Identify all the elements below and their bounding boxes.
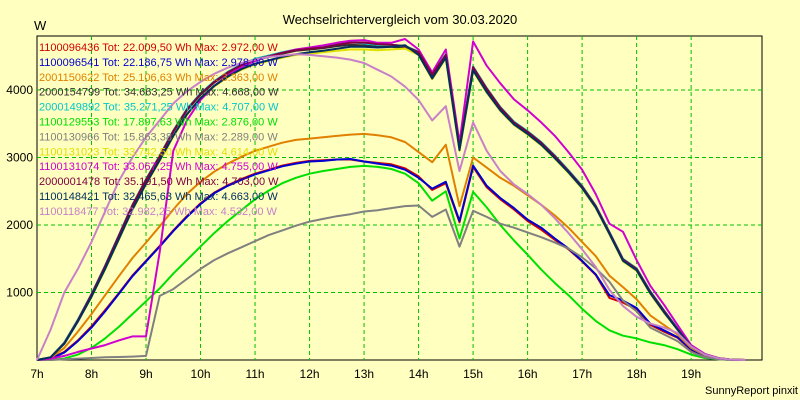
- y-tick-label: 2000: [6, 218, 33, 232]
- y-tick-label: 4000: [6, 83, 33, 97]
- legend-entry: 1100130966 Tot: 15.863,38 Wh Max: 2.289,…: [39, 131, 278, 143]
- x-tick-label: 9h: [139, 367, 152, 381]
- y-tick-label: 3000: [6, 151, 33, 165]
- legend-entry: 1100129553 Tot: 17.897,63 Wh Max: 2.876,…: [39, 117, 278, 129]
- x-tick-label: 18h: [627, 367, 647, 381]
- series-line-2000001478: [36, 41, 746, 361]
- legend-entry: 1100148421 Tot: 32.465,63 Wh Max: 4.663,…: [39, 191, 278, 203]
- x-tick-label: 7h: [30, 367, 43, 381]
- y-axis: 1000 2000 3000 4000: [6, 83, 33, 300]
- legend-entry: 2000154799 Tot: 34.663,25 Wh Max: 4.668,…: [39, 87, 279, 99]
- footer-credit: SunnyReport pinxit: [705, 385, 798, 397]
- x-axis: 7h 8h 9h 10h 11h 12h 13h 14h 15h 16h 17h 18h 19h: [30, 367, 701, 381]
- series-group: [36, 38, 746, 361]
- y-tick-label: 1000: [6, 286, 33, 300]
- x-tick-label: 16h: [518, 367, 538, 381]
- series-line-1100148421: [36, 44, 746, 361]
- x-tick-label: 11h: [245, 367, 264, 381]
- series-line-1100130966: [37, 204, 746, 361]
- series-line-1100129553: [37, 164, 746, 361]
- legend-entry: 1100131023 Tot: 33.742,50 Wh Max: 4.614,…: [39, 146, 278, 158]
- x-tick-label: 8h: [85, 367, 98, 381]
- legend-entry: 1100118477 Tot: 32.982,25 Wh Max: 4.532,…: [39, 206, 278, 218]
- x-tick-label: 12h: [300, 367, 320, 381]
- x-tick-label: 13h: [354, 367, 374, 381]
- legend-entry: 2000001478 Tot: 35.191,50 Wh Max: 4.703,…: [39, 176, 279, 188]
- grid: [37, 36, 762, 360]
- legend: 1100096436 Tot: 22.009,50 Wh Max: 2.972,…: [39, 42, 279, 218]
- y-axis-unit: W: [34, 18, 47, 33]
- x-tick-label: 10h: [191, 367, 211, 381]
- x-tick-label: 15h: [463, 367, 483, 381]
- series-line-1100118477: [36, 53, 746, 361]
- series-line-2001150622: [36, 132, 746, 361]
- legend-entry: 1100096541 Tot: 22.186,75 Wh Max: 2.978,…: [39, 57, 278, 69]
- plot-area: [36, 35, 763, 361]
- x-tick-label: 19h: [681, 367, 701, 381]
- legend-entry: 1100131074 Tot: 33.067,25 Wh Max: 4.755,…: [39, 161, 278, 173]
- legend-entry: 2001150622 Tot: 25.106,63 Wh Max: 3.363,…: [39, 72, 278, 84]
- plot-frame: [36, 35, 763, 361]
- legend-entry: 1100096436 Tot: 22.009,50 Wh Max: 2.972,…: [39, 42, 278, 54]
- x-tick-label: 17h: [572, 367, 592, 381]
- x-tick-label: 14h: [409, 367, 429, 381]
- chart-title: Wechselrichtervergleich vom 30.03.2020: [283, 12, 518, 27]
- legend-entry: 2000149892 Tot: 35.271,25 Wh Max: 4.707,…: [39, 102, 279, 114]
- series-line-1100131074: [36, 38, 746, 361]
